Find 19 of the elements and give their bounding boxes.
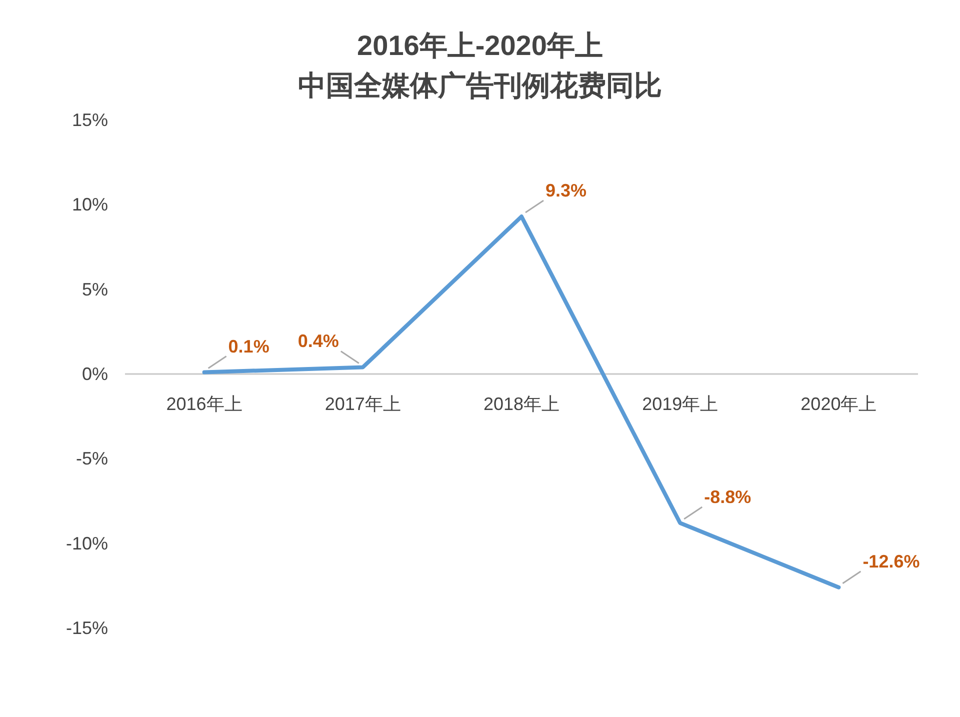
x-tick-label: 2017年上 — [324, 394, 401, 414]
data-label: 0.1% — [228, 336, 270, 356]
chart-subtitle: 中国全媒体广告刊例花费同比 — [298, 70, 662, 101]
y-tick-label: 0% — [82, 364, 108, 384]
y-tick-label: -5% — [76, 448, 108, 469]
y-tick-label: -15% — [66, 618, 108, 638]
y-tick-label: 10% — [72, 194, 108, 215]
data-label: -8.8% — [704, 487, 752, 508]
x-tick-label: 2020年上 — [800, 394, 877, 414]
data-label: 0.4% — [298, 331, 339, 352]
y-tick-label: 15% — [72, 110, 108, 130]
data-label: -12.6% — [862, 551, 920, 572]
x-tick-label: 2016年上 — [166, 394, 242, 414]
data-label: 9.3% — [546, 180, 587, 201]
y-tick-label: -10% — [66, 533, 108, 554]
chart-title: 2016年上-2020年上 — [357, 30, 603, 61]
x-tick-label: 2019年上 — [642, 394, 718, 414]
y-tick-label: 5% — [82, 279, 108, 300]
x-tick-label: 2018年上 — [483, 394, 560, 414]
